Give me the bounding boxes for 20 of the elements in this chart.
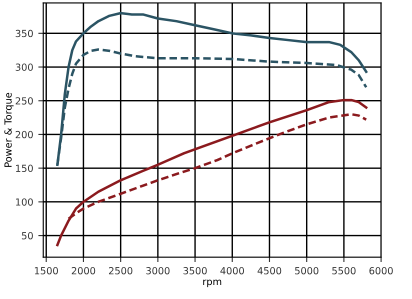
x-tick-label: 6000 (369, 267, 393, 274)
y-tick-label: 250 (16, 97, 33, 105)
y-tick-label: 300 (16, 64, 33, 71)
x-tick-label: 4000 (220, 267, 244, 274)
x-tick-label: 5000 (295, 267, 318, 274)
x-tick-label: 3500 (183, 267, 207, 274)
x-tick-label: 2500 (108, 267, 132, 274)
x-tick-label: 2000 (72, 267, 96, 274)
y-tick-label: 50 (22, 232, 33, 240)
y-axis-title: Power & Torque (4, 92, 14, 167)
y-tick-label: 200 (16, 130, 33, 138)
y-tick-label: 350 (16, 30, 33, 38)
x-tick-label: 5500 (332, 267, 356, 274)
y-tick-label: 150 (16, 164, 33, 172)
x-tick-label: 4500 (258, 267, 282, 274)
x-tick-label: 3000 (146, 267, 170, 274)
x-axis-title: rpm (203, 280, 222, 288)
y-tick-label: 100 (16, 198, 33, 206)
x-tick-label: 1500 (34, 267, 58, 274)
line-series (56, 98, 368, 246)
